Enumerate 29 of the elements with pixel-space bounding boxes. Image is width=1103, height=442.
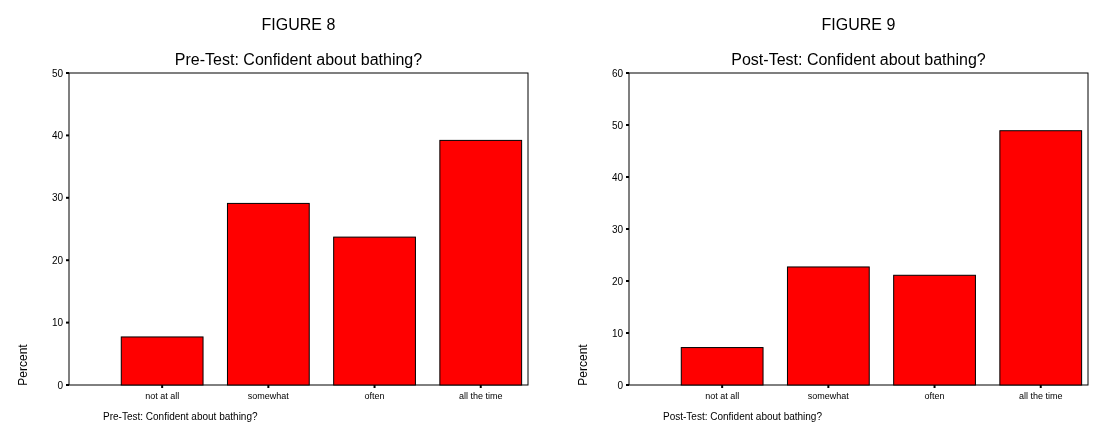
x-tick-label: not at all [145,391,180,401]
chart-title: FIGURE 9 [821,16,896,33]
y-tick-label: 40 [611,171,624,183]
y-tick-label: 20 [51,254,64,266]
y-tick-label: 30 [611,223,624,235]
x-tick-label: often [924,391,945,401]
y-axis-title: Percent [16,343,30,386]
x-tick-label: often [364,391,385,401]
x-axis-title: Post-Test: Confident about bathing? [663,411,823,422]
chart-subtitle: Post-Test: Confident about bathing? [731,51,986,68]
y-tick-label: 10 [611,327,624,339]
y-tick-label: 60 [611,67,624,79]
x-tick-label: all the time [458,391,503,401]
y-tick-label: 30 [51,192,64,204]
x-tick-label: all the time [1018,391,1063,401]
x-tick-label: not at all [705,391,740,401]
y-axis-title: Percent [576,343,590,386]
x-axis-title: Pre-Test: Confident about bathing? [103,411,258,422]
x-tick-label: somewhat [807,391,850,401]
y-tick-label: 50 [611,119,624,131]
y-tick-label: 0 [57,379,64,391]
y-tick-label: 40 [51,129,64,141]
y-tick-label: 10 [51,317,64,329]
x-tick-label: somewhat [247,391,290,401]
chart-subtitle: Pre-Test: Confident about bathing? [174,51,423,68]
chart-title: FIGURE 8 [261,16,336,33]
y-tick-label: 20 [611,275,624,287]
y-tick-label: 50 [51,67,64,79]
y-tick-label: 0 [617,379,624,391]
